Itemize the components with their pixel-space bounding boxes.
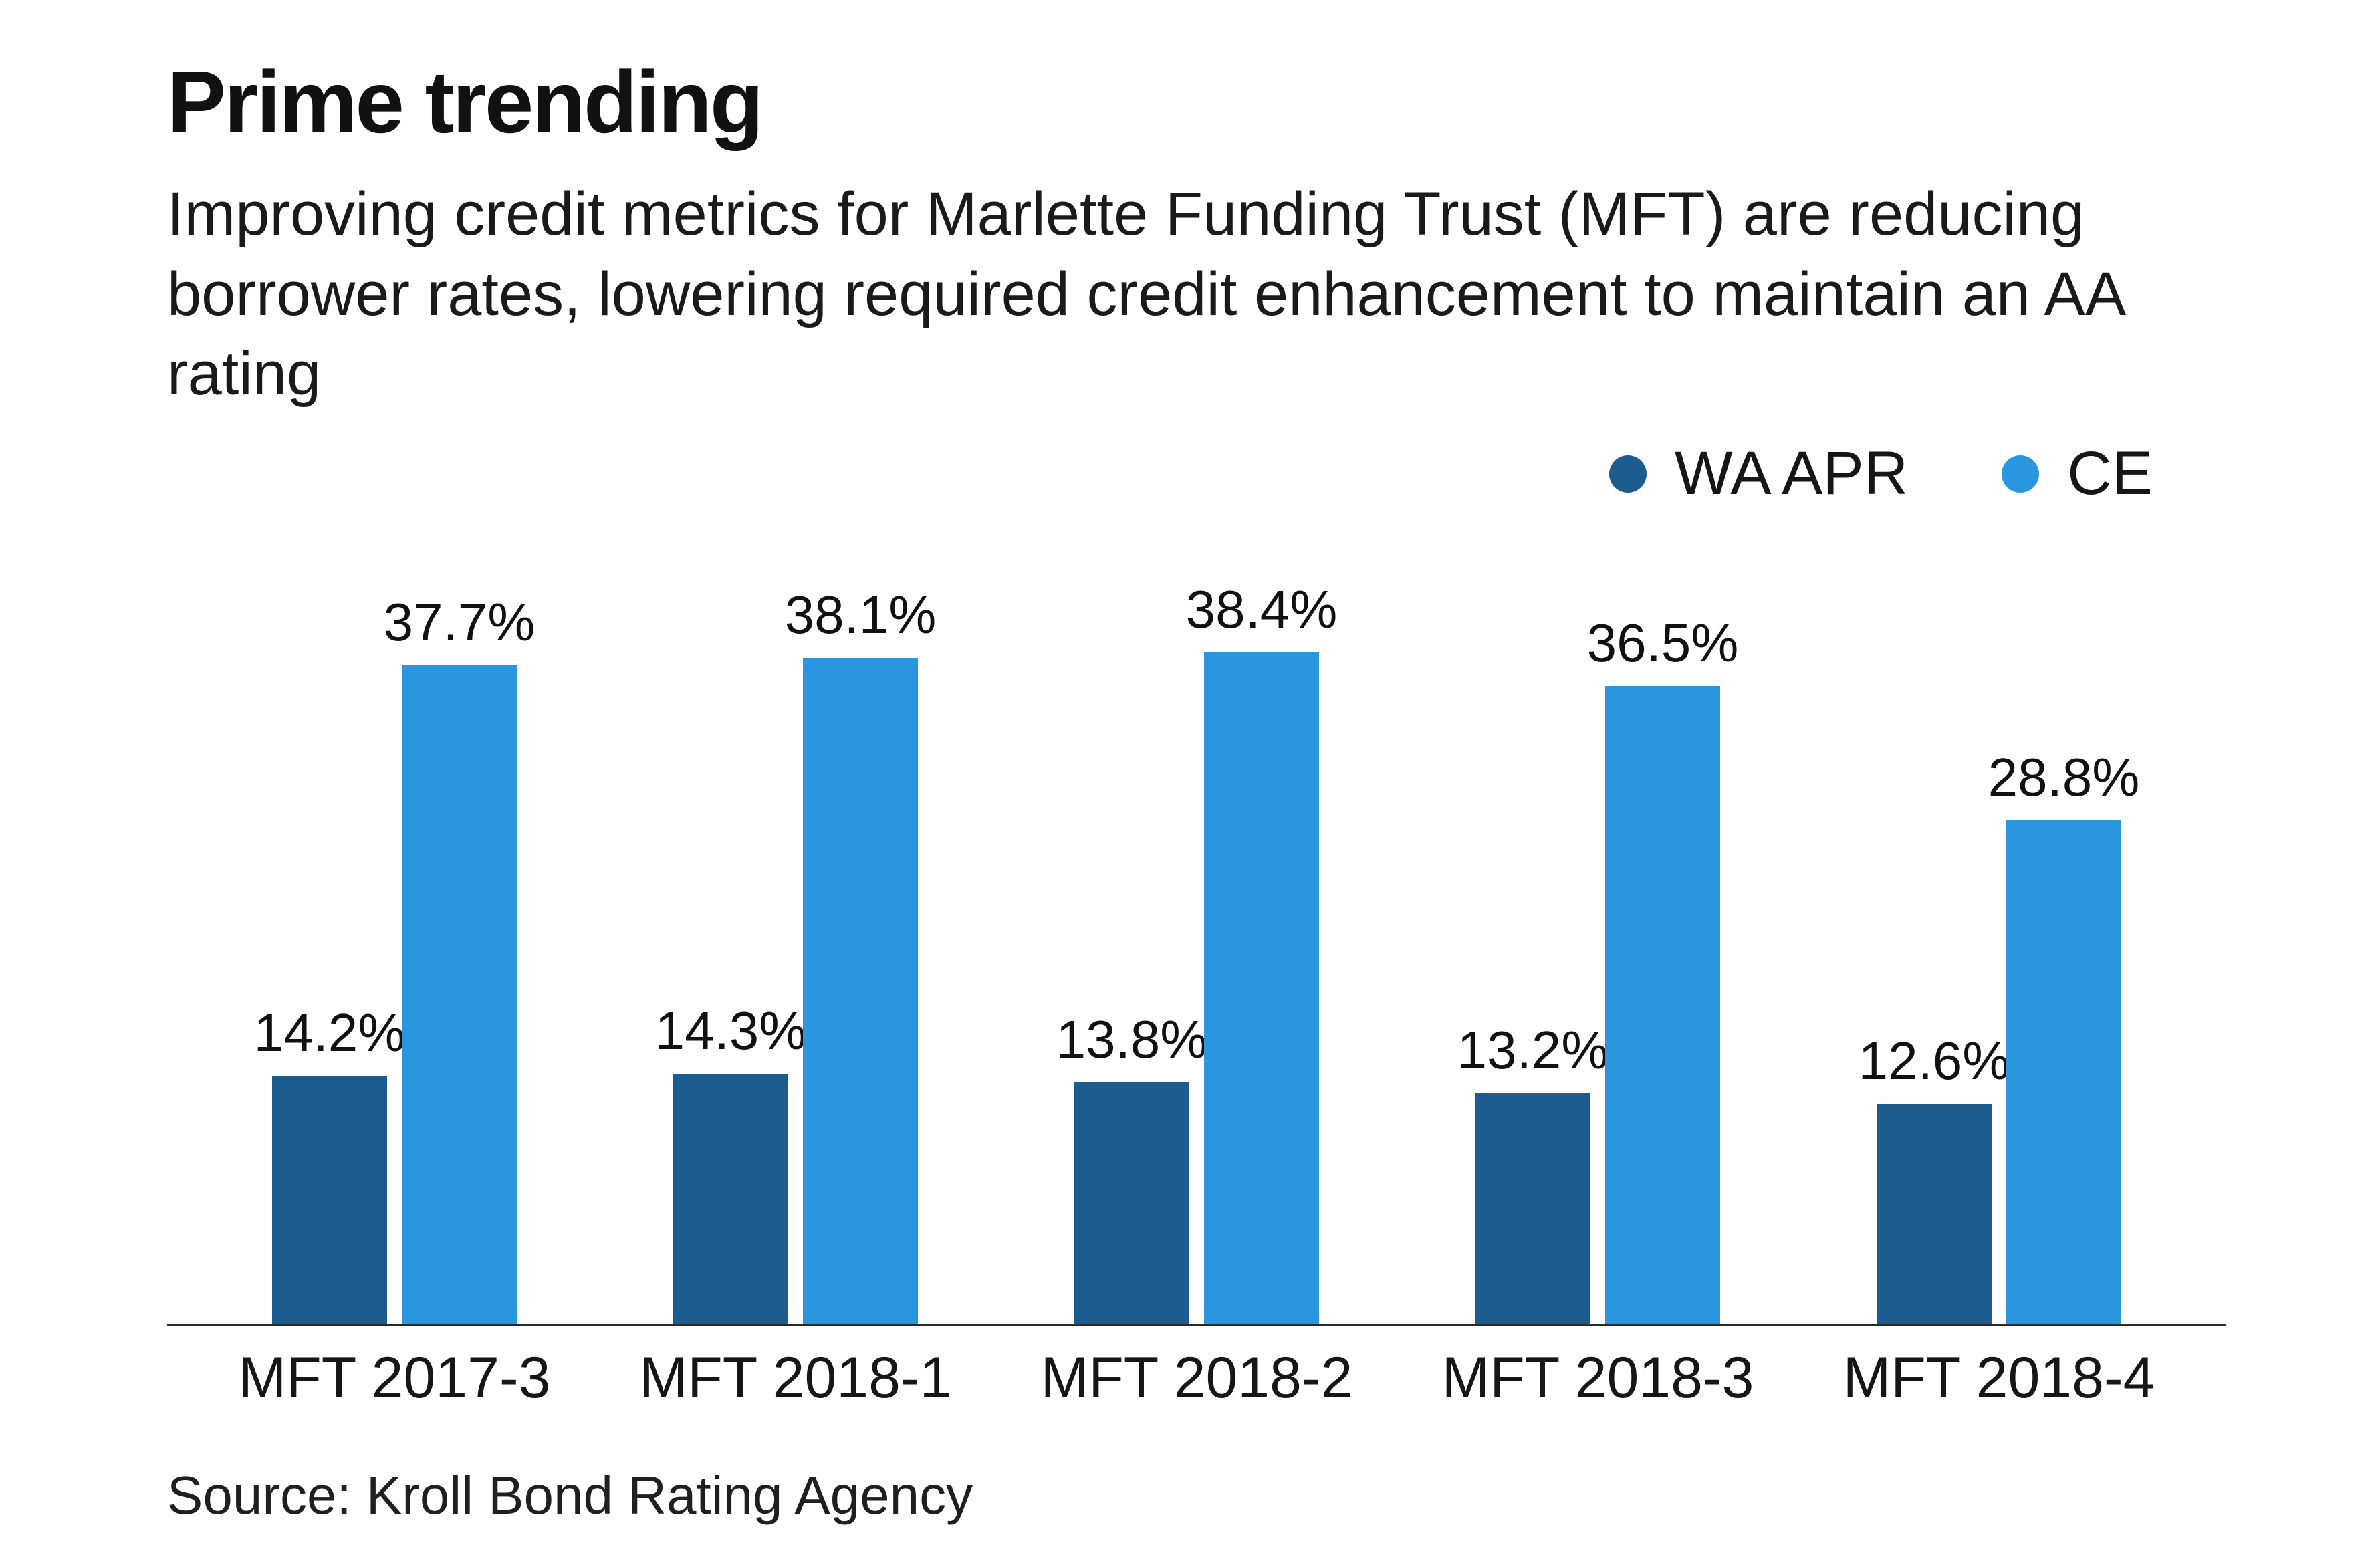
x-axis-label: MFT 2017-3 (238, 1345, 551, 1410)
bar-group: 14.2% 37.7% (194, 558, 595, 1324)
bar-column: 28.8% (1988, 747, 2139, 1324)
bar-value-label: 38.1% (784, 584, 937, 644)
bar-column: 13.8% (1056, 1009, 1207, 1324)
legend-item-ce: CE (2002, 439, 2153, 509)
bar-group: 13.8% 38.4% (996, 558, 1397, 1324)
chart-area: 14.2% 37.7% 14.3% 38.1% 13.8% 38.4% 13.2% 36.5%… (167, 558, 2226, 1411)
legend-swatch-wa-apr-icon (1609, 455, 1647, 493)
bar (272, 1075, 387, 1324)
bar-column: 36.5% (1587, 612, 1738, 1324)
bar-value-label: 12.6% (1858, 1030, 2010, 1090)
chart-subtitle: Improving credit metrics for Marlette Fu… (167, 180, 2123, 408)
chart-legend: WA APR CE (167, 437, 2153, 511)
bar-value-label: 13.8% (1056, 1009, 1208, 1069)
bar-value-label: 14.3% (654, 1000, 807, 1060)
bar (1877, 1103, 1992, 1324)
legend-label-ce: CE (2067, 439, 2153, 508)
x-axis-label: MFT 2018-3 (1441, 1345, 1754, 1410)
legend-swatch-ce-icon (2002, 455, 2040, 493)
bar-value-label: 14.2% (253, 1002, 406, 1062)
bar (402, 665, 517, 1324)
bar-group: 14.3% 38.1% (595, 558, 996, 1324)
chart-plot: 14.2% 37.7% 14.3% 38.1% 13.8% 38.4% 13.2% 36.5%… (167, 558, 2226, 1326)
source-note: Source: Kroll Bond Rating Agency (167, 1465, 973, 1525)
bar-column: 37.7% (384, 592, 535, 1324)
bar-value-label: 13.2% (1457, 1020, 1609, 1080)
bar-group: 13.2% 36.5% (1397, 558, 1798, 1324)
x-axis-labels: MFT 2017-3 MFT 2018-1 MFT 2018-2 MFT 2018-3… (167, 1345, 2226, 1411)
legend-item-wa-apr: WA APR (1609, 439, 1908, 509)
bar (803, 657, 918, 1324)
bar-column: 14.3% (655, 1000, 806, 1324)
bar (1475, 1092, 1590, 1324)
legend-label-wa-apr: WA APR (1674, 439, 1909, 508)
bar-column: 13.2% (1457, 1020, 1609, 1324)
bar-value-label: 37.7% (383, 592, 536, 652)
bar-column: 38.1% (785, 584, 936, 1324)
bar-value-label: 36.5% (1586, 612, 1739, 673)
x-axis-label: MFT 2018-1 (639, 1345, 952, 1410)
bar (1605, 685, 1720, 1324)
bar (1204, 652, 1319, 1324)
bar-column: 14.2% (254, 1002, 405, 1324)
chart-title: Prime trending (167, 53, 763, 151)
bar-value-label: 28.8% (1988, 747, 2140, 807)
bar-value-label: 38.4% (1185, 579, 1338, 639)
bar (2006, 820, 2121, 1324)
x-axis-label: MFT 2018-4 (1842, 1345, 2155, 1410)
bar-column: 12.6% (1859, 1030, 2010, 1324)
bar-group: 12.6% 28.8% (1798, 558, 2199, 1324)
x-axis-label: MFT 2018-2 (1040, 1345, 1353, 1410)
bar (1074, 1082, 1189, 1324)
bar (673, 1073, 788, 1324)
bar-column: 38.4% (1186, 579, 1337, 1324)
